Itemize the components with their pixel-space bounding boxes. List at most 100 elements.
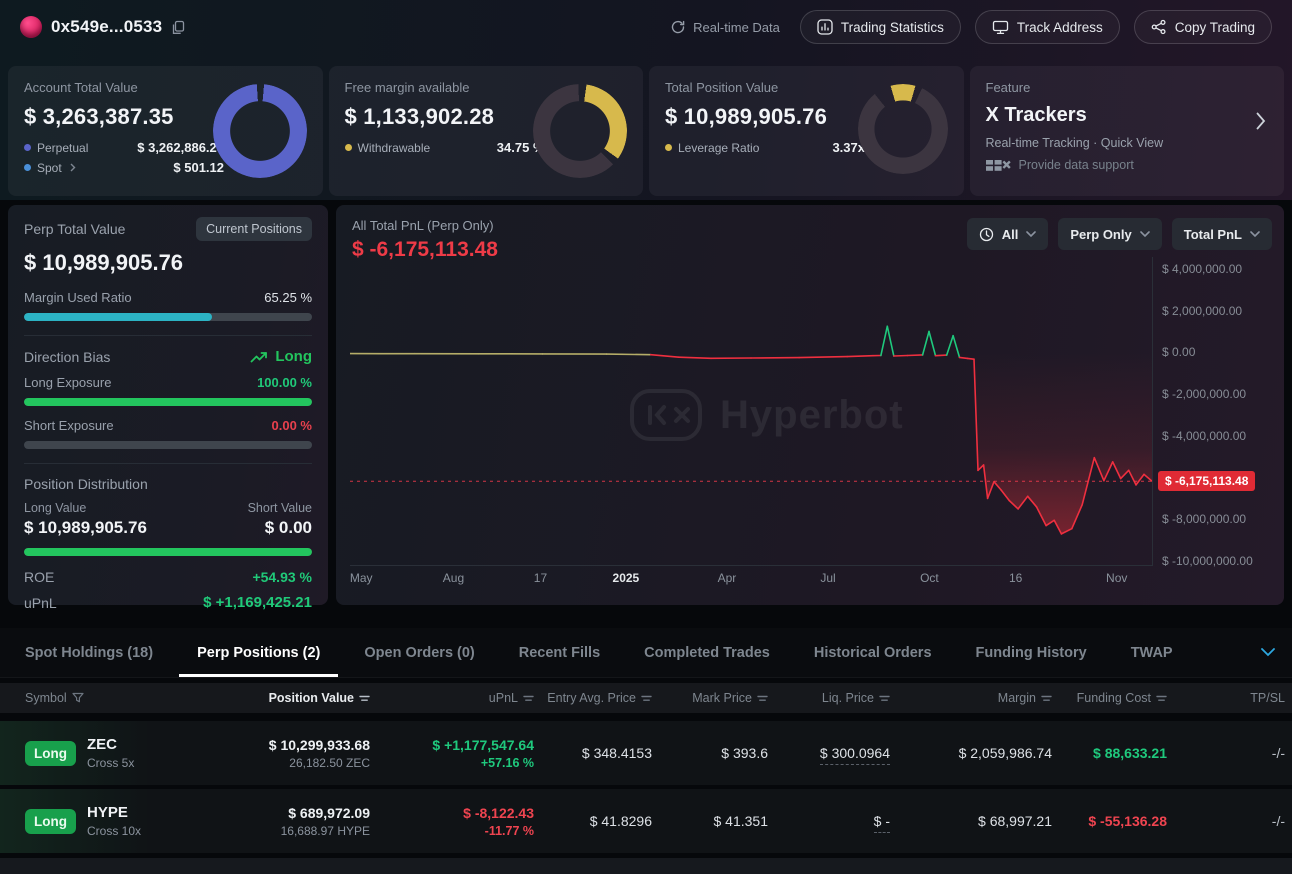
- metric-dropdown[interactable]: Total PnL: [1171, 218, 1272, 250]
- tab-completed-trades[interactable]: Completed Trades: [644, 644, 770, 661]
- chevron-down-icon: [1250, 230, 1260, 237]
- x-axis-tick: 2025: [612, 571, 640, 585]
- current-value-badge: $ -6,175,113.48: [1158, 471, 1256, 492]
- track-address-button[interactable]: Track Address: [974, 10, 1120, 44]
- share-nodes-icon: [1151, 19, 1167, 35]
- x-axis-tick: Oct: [920, 571, 939, 585]
- mark-price-cell: $ 41.351: [713, 813, 769, 829]
- pnl-line-segment: [1045, 519, 1056, 527]
- position-row-hype[interactable]: Long HYPE Cross 10x $ 689,972.09 16,688.…: [0, 789, 1292, 853]
- liq-price-cell: $ 300.0964: [768, 745, 890, 765]
- column-liq-price[interactable]: Liq. Price: [768, 691, 890, 705]
- tab-funding-history[interactable]: Funding History: [975, 644, 1087, 661]
- column-margin[interactable]: Margin: [890, 691, 1052, 705]
- pnl-line-segment: [1017, 495, 1029, 510]
- spot-dot: [24, 164, 31, 171]
- pnl-line-segment: [1053, 519, 1063, 535]
- margin-cell: $ 68,997.21: [978, 813, 1052, 829]
- sort-icon: [757, 695, 768, 701]
- pnl-line-segment: [921, 330, 930, 356]
- mark-price-header-label: Mark Price: [692, 691, 752, 705]
- x-axis-tick: 17: [533, 571, 548, 585]
- current-positions-button[interactable]: Current Positions: [196, 217, 312, 241]
- pnl-line-segment: [1081, 456, 1096, 506]
- tab-twap[interactable]: TWAP: [1130, 644, 1173, 661]
- time-range-dropdown[interactable]: All: [966, 218, 1049, 250]
- trading-statistics-button[interactable]: Trading Statistics: [799, 10, 961, 44]
- pnl-line-segment: [982, 464, 989, 500]
- roe-label: ROE: [24, 569, 55, 585]
- market-type-dropdown[interactable]: Perp Only: [1058, 218, 1162, 250]
- bar-chart-icon: [817, 19, 833, 35]
- tpsl-header-label: TP/SL: [1250, 691, 1285, 705]
- upnl-cell: $ +1,177,547.64 +57.16 %: [432, 736, 534, 770]
- y-axis-tick: $ 4,000,000.00: [1162, 261, 1243, 276]
- withdrawable-label: Withdrawable: [357, 140, 431, 155]
- bottom-tabs: Spot Holdings (18) Perp Positions (2) Op…: [0, 628, 1292, 678]
- account-total-value: $ 3,263,387.35: [24, 104, 174, 129]
- roe-value: +54.93 %: [252, 569, 312, 585]
- trading-statistics-label: Trading Statistics: [840, 19, 944, 35]
- column-symbol[interactable]: Symbol: [25, 691, 210, 705]
- perpetual-row: Perpetual $ 3,262,886.23: [24, 140, 224, 155]
- free-margin-value: $ 1,133,902.28: [344, 104, 495, 129]
- tab-open-orders[interactable]: Open Orders (0): [364, 644, 475, 661]
- feature-card: Feature X Trackers Real-time Tracking · …: [969, 66, 1284, 196]
- tab-historical-orders[interactable]: Historical Orders: [813, 644, 932, 661]
- filter-funnel-icon: [72, 692, 84, 703]
- tab-spot-holdings[interactable]: Spot Holdings (18): [25, 644, 154, 661]
- x-axis-tick: 16: [1008, 571, 1023, 585]
- divider: [24, 463, 312, 464]
- monitor-icon: [992, 20, 1009, 35]
- tpsl-cell: -/-: [1271, 745, 1285, 761]
- pnl-line-segment: [958, 356, 969, 360]
- position-row-zec[interactable]: Long ZEC Cross 5x $ 10,299,933.68 26,182…: [0, 721, 1292, 785]
- bbx-logo-icon: [985, 159, 1012, 172]
- free-margin-donut-chart: [533, 84, 627, 178]
- withdrawable-row: Withdrawable 34.75 %: [344, 140, 545, 155]
- chart-title: All Total PnL (Perp Only): [352, 218, 494, 233]
- tab-perp-positions[interactable]: Perp Positions (2): [179, 628, 339, 677]
- feature-chevron-right-icon[interactable]: [1256, 112, 1266, 130]
- card-title: Free margin available: [344, 80, 470, 95]
- entry-price-cell: $ 348.4153: [581, 745, 652, 761]
- sort-icon: [359, 695, 370, 701]
- tab-recent-fills[interactable]: Recent Fills: [518, 644, 601, 661]
- pnl-line-segment: [945, 334, 954, 356]
- upnl-cell: $ -8,122.43 -11.77 %: [463, 804, 534, 838]
- spot-value: $ 501.12: [173, 160, 224, 175]
- time-range-value: All: [1001, 226, 1019, 242]
- column-position-value[interactable]: Position Value: [210, 691, 370, 705]
- pnl-line-segment: [966, 357, 975, 360]
- feature-subtitle: Real-time Tracking · Quick View: [985, 136, 1164, 150]
- spot-row[interactable]: Spot $ 501.12: [24, 160, 224, 175]
- x-axis: May Aug 17 2025 Apr Jul Oct 16 Nov: [350, 571, 1152, 587]
- perp-total-label: Perp Total Value: [24, 221, 126, 237]
- symbol-name: ZEC: [87, 736, 117, 753]
- watermark-text: Hyperbot: [720, 392, 904, 437]
- column-mark-price[interactable]: Mark Price: [652, 691, 768, 705]
- realtime-status: Real-time Data: [670, 19, 780, 35]
- chart-current-value: $ -6,175,113.48: [352, 238, 498, 261]
- pnl-line-segment: [1070, 503, 1084, 530]
- account-total-card: Account Total Value $ 3,263,387.35 Perpe…: [8, 66, 323, 196]
- pnl-line-segment: [928, 330, 937, 357]
- position-value-header-label: Position Value: [268, 691, 354, 705]
- sync-icon[interactable]: [670, 19, 686, 35]
- position-donut-chart: [857, 84, 948, 174]
- wallet-address: 0x549e...0533: [51, 17, 163, 36]
- copy-address-icon[interactable]: [171, 20, 185, 35]
- upnl-label: uPnL: [24, 594, 57, 611]
- topbar-actions: Real-time Data Trading Statistics Track …: [670, 10, 1272, 44]
- feature-title: Feature: [985, 80, 1031, 95]
- x-axis-tick: Aug: [442, 571, 465, 585]
- copy-trading-button[interactable]: Copy Trading: [1133, 10, 1272, 44]
- perpetual-label: Perpetual: [37, 140, 89, 155]
- column-entry-price[interactable]: Entry Avg. Price: [534, 691, 652, 705]
- pnl-chart-plot[interactable]: [350, 257, 1153, 566]
- pnl-area-fill: [350, 326, 1152, 534]
- tabs-expand-chevron-icon[interactable]: [1260, 648, 1275, 657]
- column-upnl[interactable]: uPnL: [370, 691, 534, 705]
- chevron-down-icon: [1026, 230, 1037, 237]
- column-funding-cost[interactable]: Funding Cost: [1052, 691, 1167, 705]
